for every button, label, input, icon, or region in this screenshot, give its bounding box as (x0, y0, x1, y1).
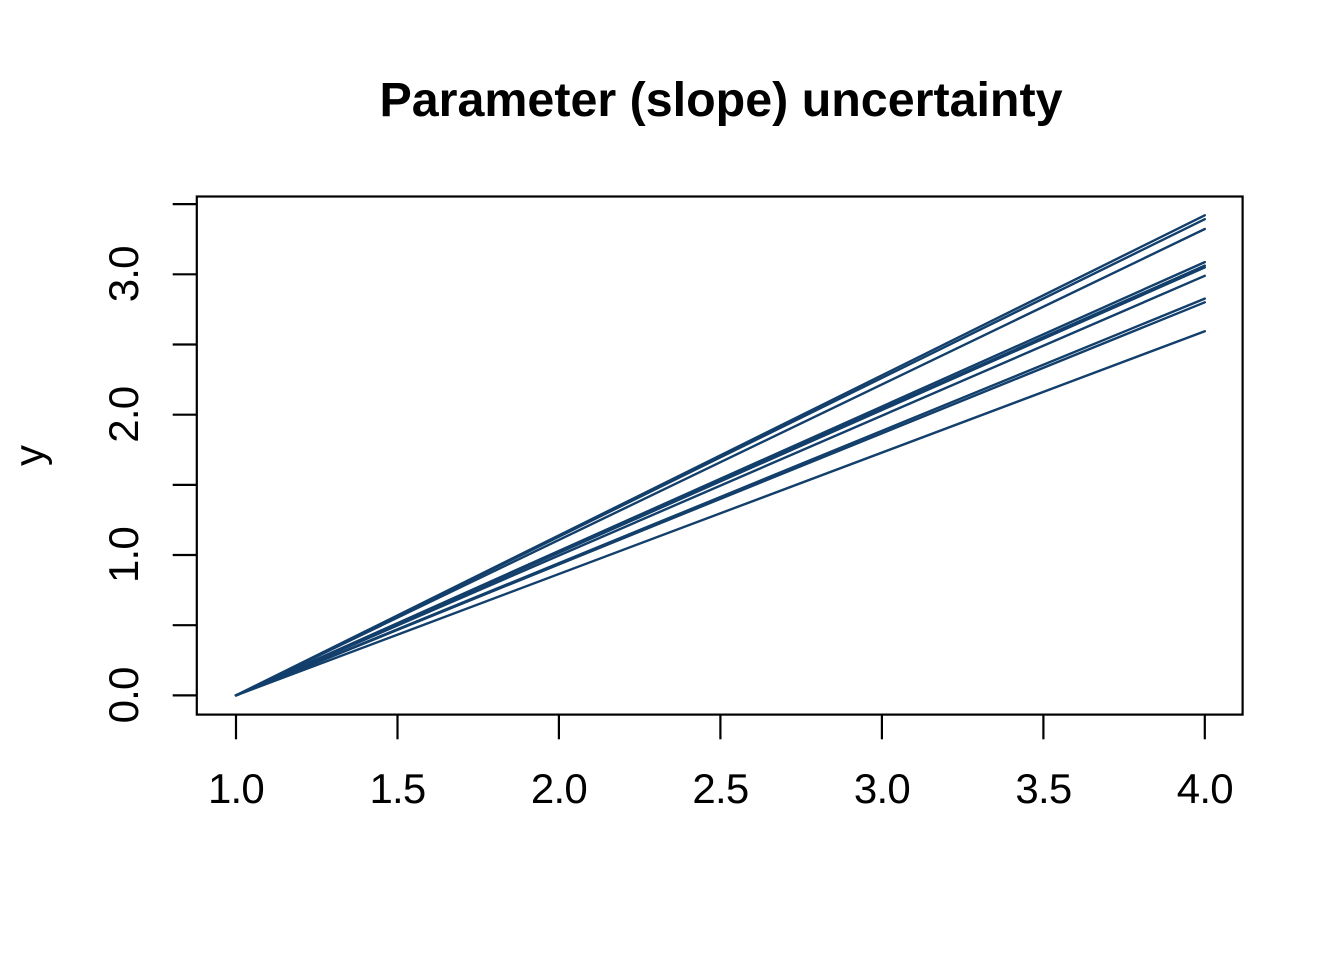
svg-text:y: y (6, 445, 53, 466)
svg-text:2.0: 2.0 (100, 387, 147, 443)
svg-text:3.0: 3.0 (854, 765, 910, 812)
svg-text:2.5: 2.5 (692, 765, 748, 812)
svg-text:0.0: 0.0 (100, 667, 147, 723)
svg-text:1.5: 1.5 (370, 765, 426, 812)
svg-text:Parameter (slope) uncertainty: Parameter (slope) uncertainty (379, 73, 1062, 127)
svg-text:1.0: 1.0 (100, 527, 147, 583)
svg-text:3.0: 3.0 (100, 246, 147, 302)
svg-text:4.0: 4.0 (1177, 765, 1233, 812)
svg-text:3.5: 3.5 (1015, 765, 1071, 812)
svg-text:1.0: 1.0 (208, 765, 264, 812)
svg-text:2.0: 2.0 (531, 765, 587, 812)
